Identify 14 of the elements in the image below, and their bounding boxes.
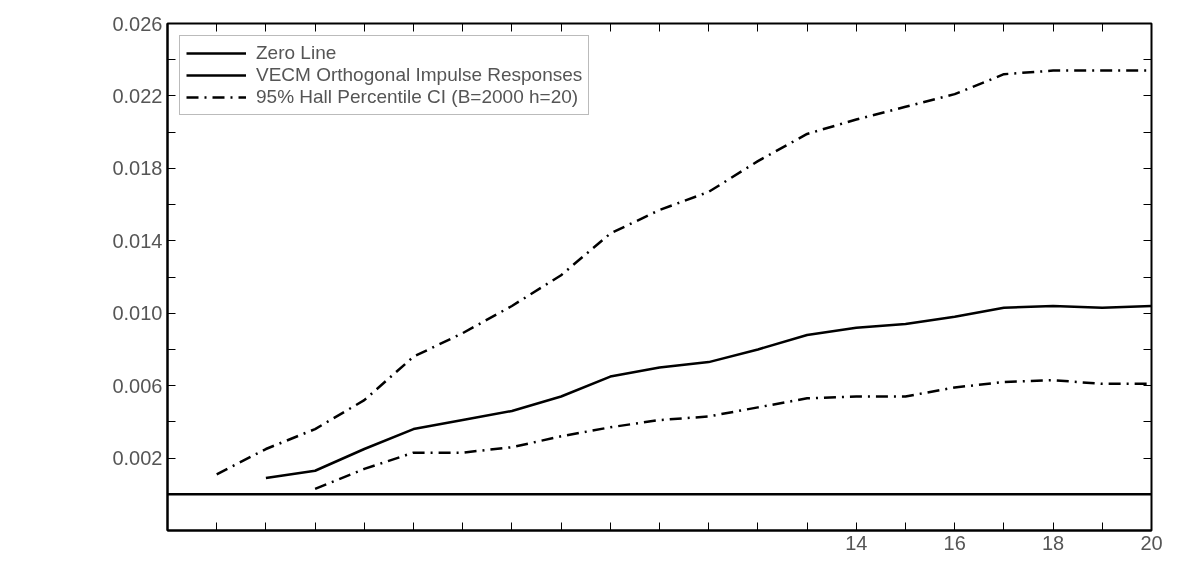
- x-tick-label: 20: [1140, 531, 1163, 554]
- y-tick-label: 0.014: [112, 229, 163, 252]
- y-tick-label: 0.018: [112, 157, 163, 180]
- x-tick-label: 18: [1041, 531, 1065, 554]
- x-tick-label: 16: [943, 531, 966, 554]
- y-tick-label: 0.026: [112, 12, 163, 35]
- x-tick-label: 14: [845, 531, 868, 554]
- y-tick-label: 0.022: [112, 84, 163, 107]
- legend-label: Zero Line: [256, 42, 337, 64]
- legend-label: 95% Hall Percentile CI (B=2000 h=20): [256, 86, 579, 108]
- legend-label: VECM Orthogonal Impulse Responses: [256, 64, 583, 86]
- y-tick-label: 0.002: [112, 447, 163, 470]
- y-tick-label: 0.010: [112, 302, 163, 325]
- y-tick-label: 0.006: [112, 374, 163, 397]
